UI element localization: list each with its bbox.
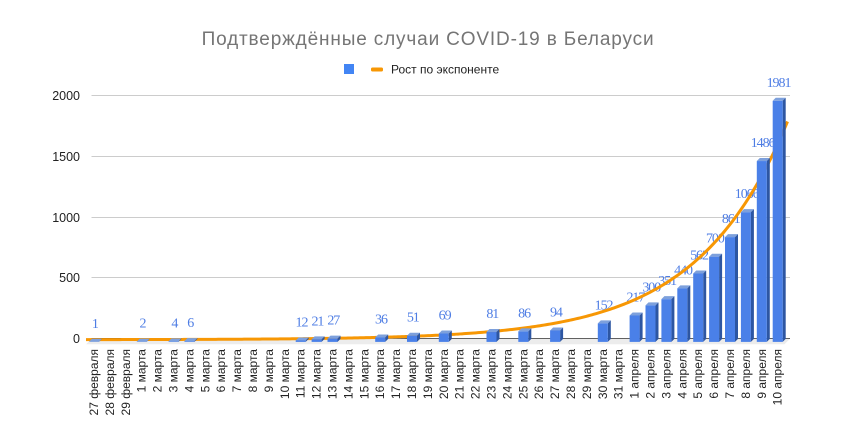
svg-text:36: 36 <box>375 313 388 328</box>
svg-text:1: 1 <box>92 317 99 332</box>
svg-text:20 марта: 20 марта <box>437 349 451 399</box>
svg-text:12: 12 <box>296 315 309 330</box>
svg-text:1 марта: 1 марта <box>135 349 149 393</box>
svg-text:14 марта: 14 марта <box>341 349 355 399</box>
svg-text:3 апреля: 3 апреля <box>659 349 673 399</box>
svg-text:23 марта: 23 марта <box>485 349 499 399</box>
svg-text:28 февраля: 28 февраля <box>103 349 117 415</box>
svg-text:8 марта: 8 марта <box>246 349 260 393</box>
svg-text:Рост по экспоненте: Рост по экспоненте <box>391 63 499 77</box>
svg-text:12 марта: 12 марта <box>310 349 324 399</box>
svg-text:9 апреля: 9 апреля <box>755 349 769 399</box>
svg-text:18 марта: 18 марта <box>405 349 419 399</box>
svg-text:16 марта: 16 марта <box>373 349 387 399</box>
svg-text:17 марта: 17 марта <box>389 349 403 399</box>
svg-text:2 марта: 2 марта <box>151 349 165 393</box>
svg-text:1 апреля: 1 апреля <box>628 349 642 399</box>
svg-text:26 марта: 26 марта <box>532 349 546 399</box>
svg-text:4: 4 <box>171 316 178 331</box>
svg-text:29 марта: 29 марта <box>580 349 594 399</box>
svg-text:3 марта: 3 марта <box>167 349 181 393</box>
svg-text:Подтверждённые случаи COVID-19: Подтверждённые случаи COVID-19 в Беларус… <box>202 29 655 50</box>
svg-text:6 марта: 6 марта <box>214 349 228 393</box>
svg-text:6 апреля: 6 апреля <box>707 349 721 399</box>
svg-text:500: 500 <box>59 271 80 285</box>
svg-text:10 марта: 10 марта <box>278 349 292 399</box>
svg-text:19 марта: 19 марта <box>421 349 435 399</box>
svg-text:1486: 1486 <box>751 136 776 151</box>
svg-text:28 марта: 28 марта <box>564 349 578 399</box>
svg-text:7 марта: 7 марта <box>230 349 244 393</box>
svg-text:1000: 1000 <box>52 211 80 225</box>
svg-text:27: 27 <box>327 314 340 329</box>
svg-text:10 апреля: 10 апреля <box>771 349 785 405</box>
svg-text:81: 81 <box>486 307 499 322</box>
svg-text:15 марта: 15 марта <box>357 349 371 399</box>
svg-text:13 марта: 13 марта <box>326 349 340 399</box>
svg-text:0: 0 <box>73 332 80 346</box>
svg-text:69: 69 <box>439 309 452 324</box>
svg-text:5 марта: 5 марта <box>198 349 212 393</box>
svg-text:21: 21 <box>311 314 324 329</box>
svg-text:1981: 1981 <box>767 76 792 91</box>
svg-text:7 апреля: 7 апреля <box>723 349 737 399</box>
svg-text:22 марта: 22 марта <box>469 349 483 399</box>
svg-text:8 апреля: 8 апреля <box>739 349 753 399</box>
svg-text:27 марта: 27 марта <box>548 349 562 399</box>
svg-text:300: 300 <box>642 280 661 295</box>
svg-text:5 апреля: 5 апреля <box>691 349 705 399</box>
svg-text:2 апреля: 2 апреля <box>644 349 658 399</box>
svg-text:31 марта: 31 марта <box>612 349 626 399</box>
svg-text:9 марта: 9 марта <box>262 349 276 393</box>
svg-text:30 марта: 30 марта <box>596 349 610 399</box>
svg-text:6: 6 <box>187 316 194 331</box>
svg-text:25 марта: 25 марта <box>516 349 530 399</box>
svg-text:2000: 2000 <box>52 89 80 103</box>
svg-text:27 февраля: 27 февраля <box>87 349 101 415</box>
svg-text:86: 86 <box>518 306 531 321</box>
svg-text:11 марта: 11 марта <box>294 349 308 398</box>
svg-text:94: 94 <box>550 306 563 321</box>
svg-text:4 марта: 4 марта <box>182 349 196 393</box>
svg-text:1500: 1500 <box>52 150 80 164</box>
svg-text:4 апреля: 4 апреля <box>675 349 689 399</box>
svg-text:51: 51 <box>407 311 420 326</box>
svg-text:2: 2 <box>140 317 147 332</box>
svg-text:29 февраля: 29 февраля <box>119 349 133 415</box>
svg-text:24 марта: 24 марта <box>500 349 514 399</box>
svg-text:21 марта: 21 марта <box>453 349 467 399</box>
